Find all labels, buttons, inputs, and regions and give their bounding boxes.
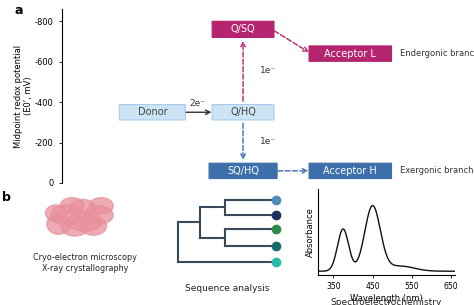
Y-axis label: Absorbance: Absorbance xyxy=(306,207,315,257)
Text: b: b xyxy=(2,191,11,204)
Text: a: a xyxy=(14,4,23,17)
Ellipse shape xyxy=(46,205,67,221)
Text: Q/HQ: Q/HQ xyxy=(230,107,256,117)
Ellipse shape xyxy=(69,199,96,218)
Text: 1e⁻: 1e⁻ xyxy=(260,66,276,75)
Text: Exergonic branch: Exergonic branch xyxy=(400,166,473,175)
Text: Acceptor H: Acceptor H xyxy=(323,166,377,176)
FancyBboxPatch shape xyxy=(212,105,274,120)
Ellipse shape xyxy=(62,218,88,236)
FancyBboxPatch shape xyxy=(309,163,392,178)
Text: 1e⁻: 1e⁻ xyxy=(260,137,276,146)
Text: Sequence analysis: Sequence analysis xyxy=(185,284,270,293)
FancyBboxPatch shape xyxy=(309,46,392,61)
Ellipse shape xyxy=(60,198,84,214)
Y-axis label: Midpoint redox potential
(E0’, mV): Midpoint redox potential (E0’, mV) xyxy=(14,45,33,148)
Ellipse shape xyxy=(47,214,71,234)
Ellipse shape xyxy=(69,211,102,231)
Text: Q/SQ: Q/SQ xyxy=(231,24,255,34)
Ellipse shape xyxy=(80,217,107,235)
Text: Donor: Donor xyxy=(137,107,167,117)
FancyBboxPatch shape xyxy=(119,105,185,120)
Ellipse shape xyxy=(51,205,80,225)
Text: Endergonic branch: Endergonic branch xyxy=(400,49,474,58)
Text: 2e⁻: 2e⁻ xyxy=(190,99,206,108)
FancyBboxPatch shape xyxy=(209,163,277,178)
FancyBboxPatch shape xyxy=(212,21,274,38)
Text: Acceptor L: Acceptor L xyxy=(324,48,376,59)
Text: Spectroelectrochemistry: Spectroelectrochemistry xyxy=(331,298,442,305)
Text: Cryo-electron microscopy
X-ray crystallography: Cryo-electron microscopy X-ray crystallo… xyxy=(33,253,137,273)
Ellipse shape xyxy=(89,198,113,214)
Text: SQ/HQ: SQ/HQ xyxy=(227,166,259,176)
X-axis label: Wavelength (nm): Wavelength (nm) xyxy=(350,294,423,303)
Ellipse shape xyxy=(84,206,113,224)
